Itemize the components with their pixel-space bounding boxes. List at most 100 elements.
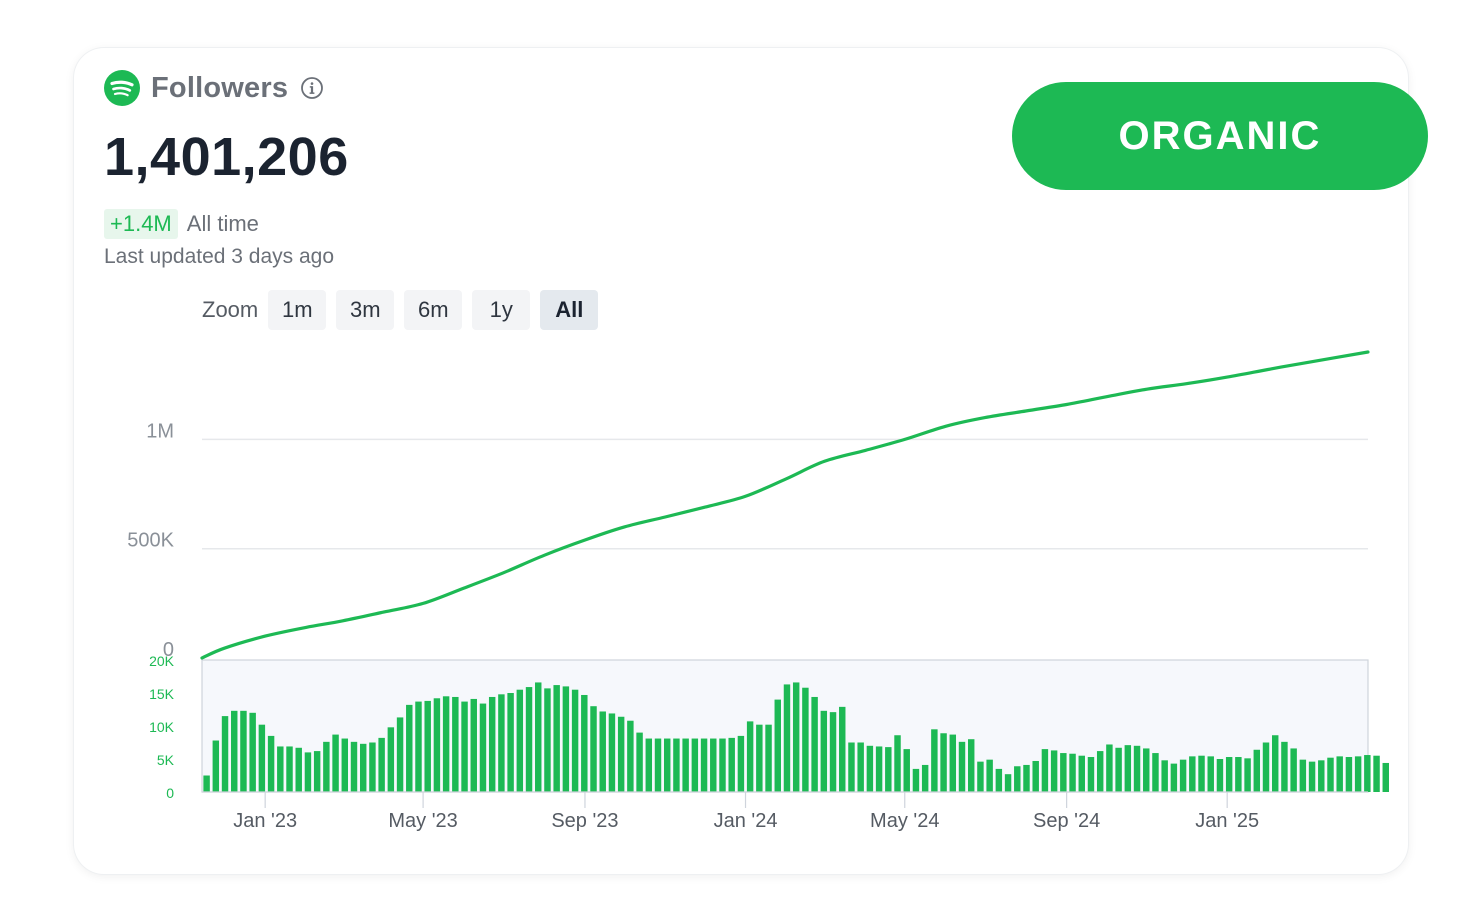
- bar: [1041, 749, 1049, 792]
- bar: [1244, 758, 1251, 792]
- bar: [627, 720, 634, 792]
- bar: [1225, 757, 1233, 792]
- bar: [396, 717, 404, 792]
- axis-labels: 0 500K 1M 0 5K 10K 15K 20K Jan '23 May '23 Sep '23…: [127, 420, 1368, 832]
- bar: [894, 735, 901, 792]
- bar: [774, 699, 781, 792]
- y-tick-label: 1M: [146, 420, 174, 442]
- x-tick-label: Sep '24: [1033, 810, 1100, 832]
- bar: [1069, 753, 1076, 792]
- bar: [792, 682, 800, 792]
- zoom-6m-button[interactable]: 6m: [404, 290, 463, 330]
- bar: [488, 696, 496, 792]
- bar: [1050, 750, 1058, 792]
- spotify-logo-icon: [104, 70, 140, 106]
- bar: [1115, 747, 1122, 792]
- change-row: +1.4M All time: [104, 209, 259, 239]
- bar: [1133, 745, 1141, 792]
- bar: [875, 746, 883, 792]
- bar: [470, 698, 477, 792]
- bar: [839, 706, 846, 792]
- zoom-controls: Zoom 1m 3m 6m 1y All: [202, 290, 608, 330]
- card-header: Followers: [104, 70, 324, 106]
- bar: [387, 727, 395, 792]
- bar: [1345, 757, 1353, 792]
- bar: [820, 710, 828, 792]
- bar: [1106, 744, 1113, 792]
- grid-layer: [202, 438, 1368, 550]
- bar: [479, 703, 487, 792]
- bar: [415, 701, 422, 792]
- bar: [1216, 759, 1224, 792]
- bar: [277, 746, 284, 792]
- bar: [332, 734, 339, 792]
- bar: [461, 701, 468, 792]
- x-tick-label: Jan '25: [1195, 810, 1259, 832]
- bar: [728, 737, 735, 792]
- follower-count: 1,401,206: [104, 127, 349, 187]
- zoom-1m-button[interactable]: 1m: [268, 290, 327, 330]
- bar: [1235, 757, 1242, 792]
- x-tick-label: May '24: [870, 810, 939, 832]
- bar: [525, 687, 533, 792]
- bar: [958, 741, 966, 792]
- bar: [1124, 745, 1132, 792]
- bar: [1023, 764, 1030, 792]
- navigator[interactable]: [201, 659, 1389, 793]
- bar: [452, 696, 459, 792]
- bar: [1143, 748, 1150, 792]
- bar: [682, 738, 689, 792]
- bar: [221, 716, 229, 792]
- bar: [654, 738, 662, 792]
- bar: [986, 759, 993, 792]
- bar: [341, 738, 349, 792]
- bar: [590, 706, 597, 792]
- bar: [1281, 741, 1288, 792]
- bar: [1014, 766, 1021, 792]
- info-icon[interactable]: [300, 76, 324, 100]
- bar: [931, 729, 938, 792]
- bar: [433, 698, 441, 792]
- bar: [1152, 753, 1159, 792]
- bar: [258, 724, 266, 792]
- bar: [1060, 753, 1067, 792]
- bar: [369, 742, 376, 792]
- bar: [295, 747, 302, 792]
- bar: [737, 735, 745, 792]
- bar: [1096, 751, 1104, 792]
- bar: [323, 741, 330, 792]
- bar: [645, 738, 653, 792]
- bar: [562, 686, 570, 792]
- bar: [231, 710, 238, 792]
- bar: [581, 694, 588, 792]
- zoom-3m-button[interactable]: 3m: [336, 290, 395, 330]
- bar: [1271, 735, 1279, 792]
- bar: [756, 724, 763, 792]
- bar: [212, 740, 220, 792]
- bar: [1032, 760, 1039, 792]
- bar: [350, 741, 358, 792]
- bar: [203, 775, 210, 792]
- bar: [516, 689, 524, 792]
- bar: [1198, 755, 1205, 792]
- bar: [1308, 761, 1316, 792]
- bar: [1364, 755, 1371, 792]
- bar: [719, 738, 726, 792]
- bar: [673, 738, 680, 792]
- bar: [710, 738, 717, 792]
- bar: [304, 752, 312, 792]
- bar: [848, 742, 855, 792]
- zoom-all-button[interactable]: All: [540, 290, 599, 330]
- bar: [571, 689, 579, 792]
- bar: [1336, 756, 1343, 792]
- bar: [1189, 756, 1196, 792]
- bar: [1262, 742, 1270, 792]
- bar: [691, 738, 699, 792]
- navigator-y-tick-label: 0: [166, 785, 174, 801]
- bar: [442, 696, 450, 792]
- bar: [700, 738, 708, 792]
- zoom-1y-button[interactable]: 1y: [472, 290, 531, 330]
- x-tick-label: May '23: [388, 810, 457, 832]
- bar: [1290, 748, 1297, 792]
